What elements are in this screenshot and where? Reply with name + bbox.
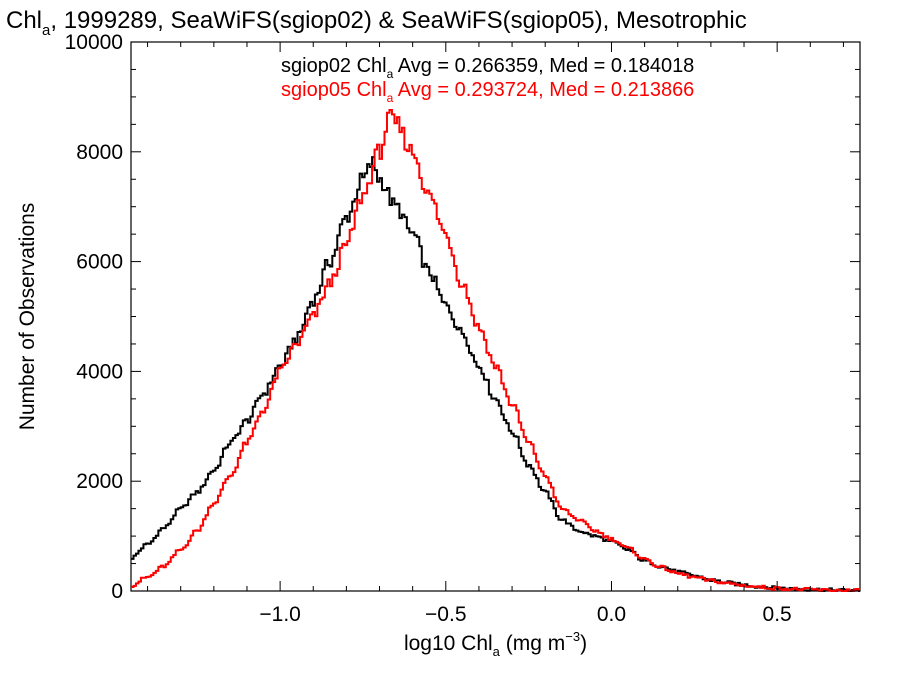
chart-title: Chla, 1999289, SeaWiFS(sgiop02) & SeaWiF… <box>6 7 747 39</box>
y-axis: 0 2000 4000 6000 8000 10000 <box>65 31 860 603</box>
chart-legend: sgiop02 Chla Avg = 0.266359, Med = 0.184… <box>281 55 694 105</box>
y-tick-label: 8000 <box>76 141 123 164</box>
plot-frame <box>130 41 861 592</box>
y-tick-label: 10000 <box>65 31 123 54</box>
y-tick-label: 0 <box>111 580 123 603</box>
y-axis-label: Number of Observations <box>16 203 39 431</box>
x-tick-label: 0.5 <box>763 603 792 626</box>
y-tick-label: 4000 <box>76 360 123 383</box>
x-axis: −1.0 −0.5 0.0 0.5 <box>147 42 844 626</box>
series-line-sgiop02 <box>131 156 861 592</box>
legend-entry-sgiop05: sgiop05 Chla Avg = 0.293724, Med = 0.213… <box>281 79 694 105</box>
x-axis-label-text: log10 Chla (mg m−3) <box>404 629 587 659</box>
x-axis-label: log10 Chla (mg m−3) <box>404 629 587 659</box>
chart-title-text: Chla, 1999289, SeaWiFS(sgiop02) & SeaWiF… <box>6 7 747 39</box>
y-tick-label: 2000 <box>76 470 123 493</box>
y-tick-label: 6000 <box>76 251 123 274</box>
plot-area: −1.0 −0.5 0.0 0.5 0 2000 4000 6000 8000 10000 <box>65 31 861 626</box>
x-tick-label: −0.5 <box>425 603 466 626</box>
legend-entry-sgiop02: sgiop02 Chla Avg = 0.266359, Med = 0.184… <box>281 55 694 81</box>
series-group <box>131 108 861 592</box>
x-tick-label: −1.0 <box>259 603 300 626</box>
series-line-sgiop05 <box>131 108 861 592</box>
x-tick-label: 0.0 <box>597 603 626 626</box>
